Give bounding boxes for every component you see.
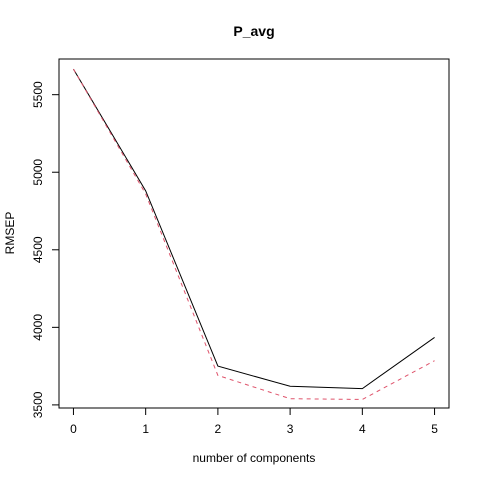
chart-title: P_avg [233,23,274,39]
x-tick-label: 0 [70,422,77,436]
x-tick-label: 2 [215,422,222,436]
plot-frame [58,58,450,409]
y-axis: 3500 4000 4500 5000 5500 [31,81,60,418]
x-tick-label: 1 [142,422,149,436]
y-tick-label: 5000 [31,159,45,186]
y-tick-label: 3500 [31,391,45,418]
x-tick-label: 4 [359,422,366,436]
series-layer [73,68,435,400]
x-tick-label: 5 [431,422,438,436]
x-tick-label: 3 [287,422,294,436]
x-axis: 0 1 2 3 4 5 [70,407,438,436]
series-line-1 [73,68,435,390]
x-axis-label: number of components [193,451,316,465]
y-axis-label: RMSEP [3,212,17,255]
series-line-2 [73,68,435,400]
y-tick-label: 5500 [31,81,45,108]
y-tick-label: 4000 [31,314,45,341]
y-tick-label: 4500 [31,236,45,263]
